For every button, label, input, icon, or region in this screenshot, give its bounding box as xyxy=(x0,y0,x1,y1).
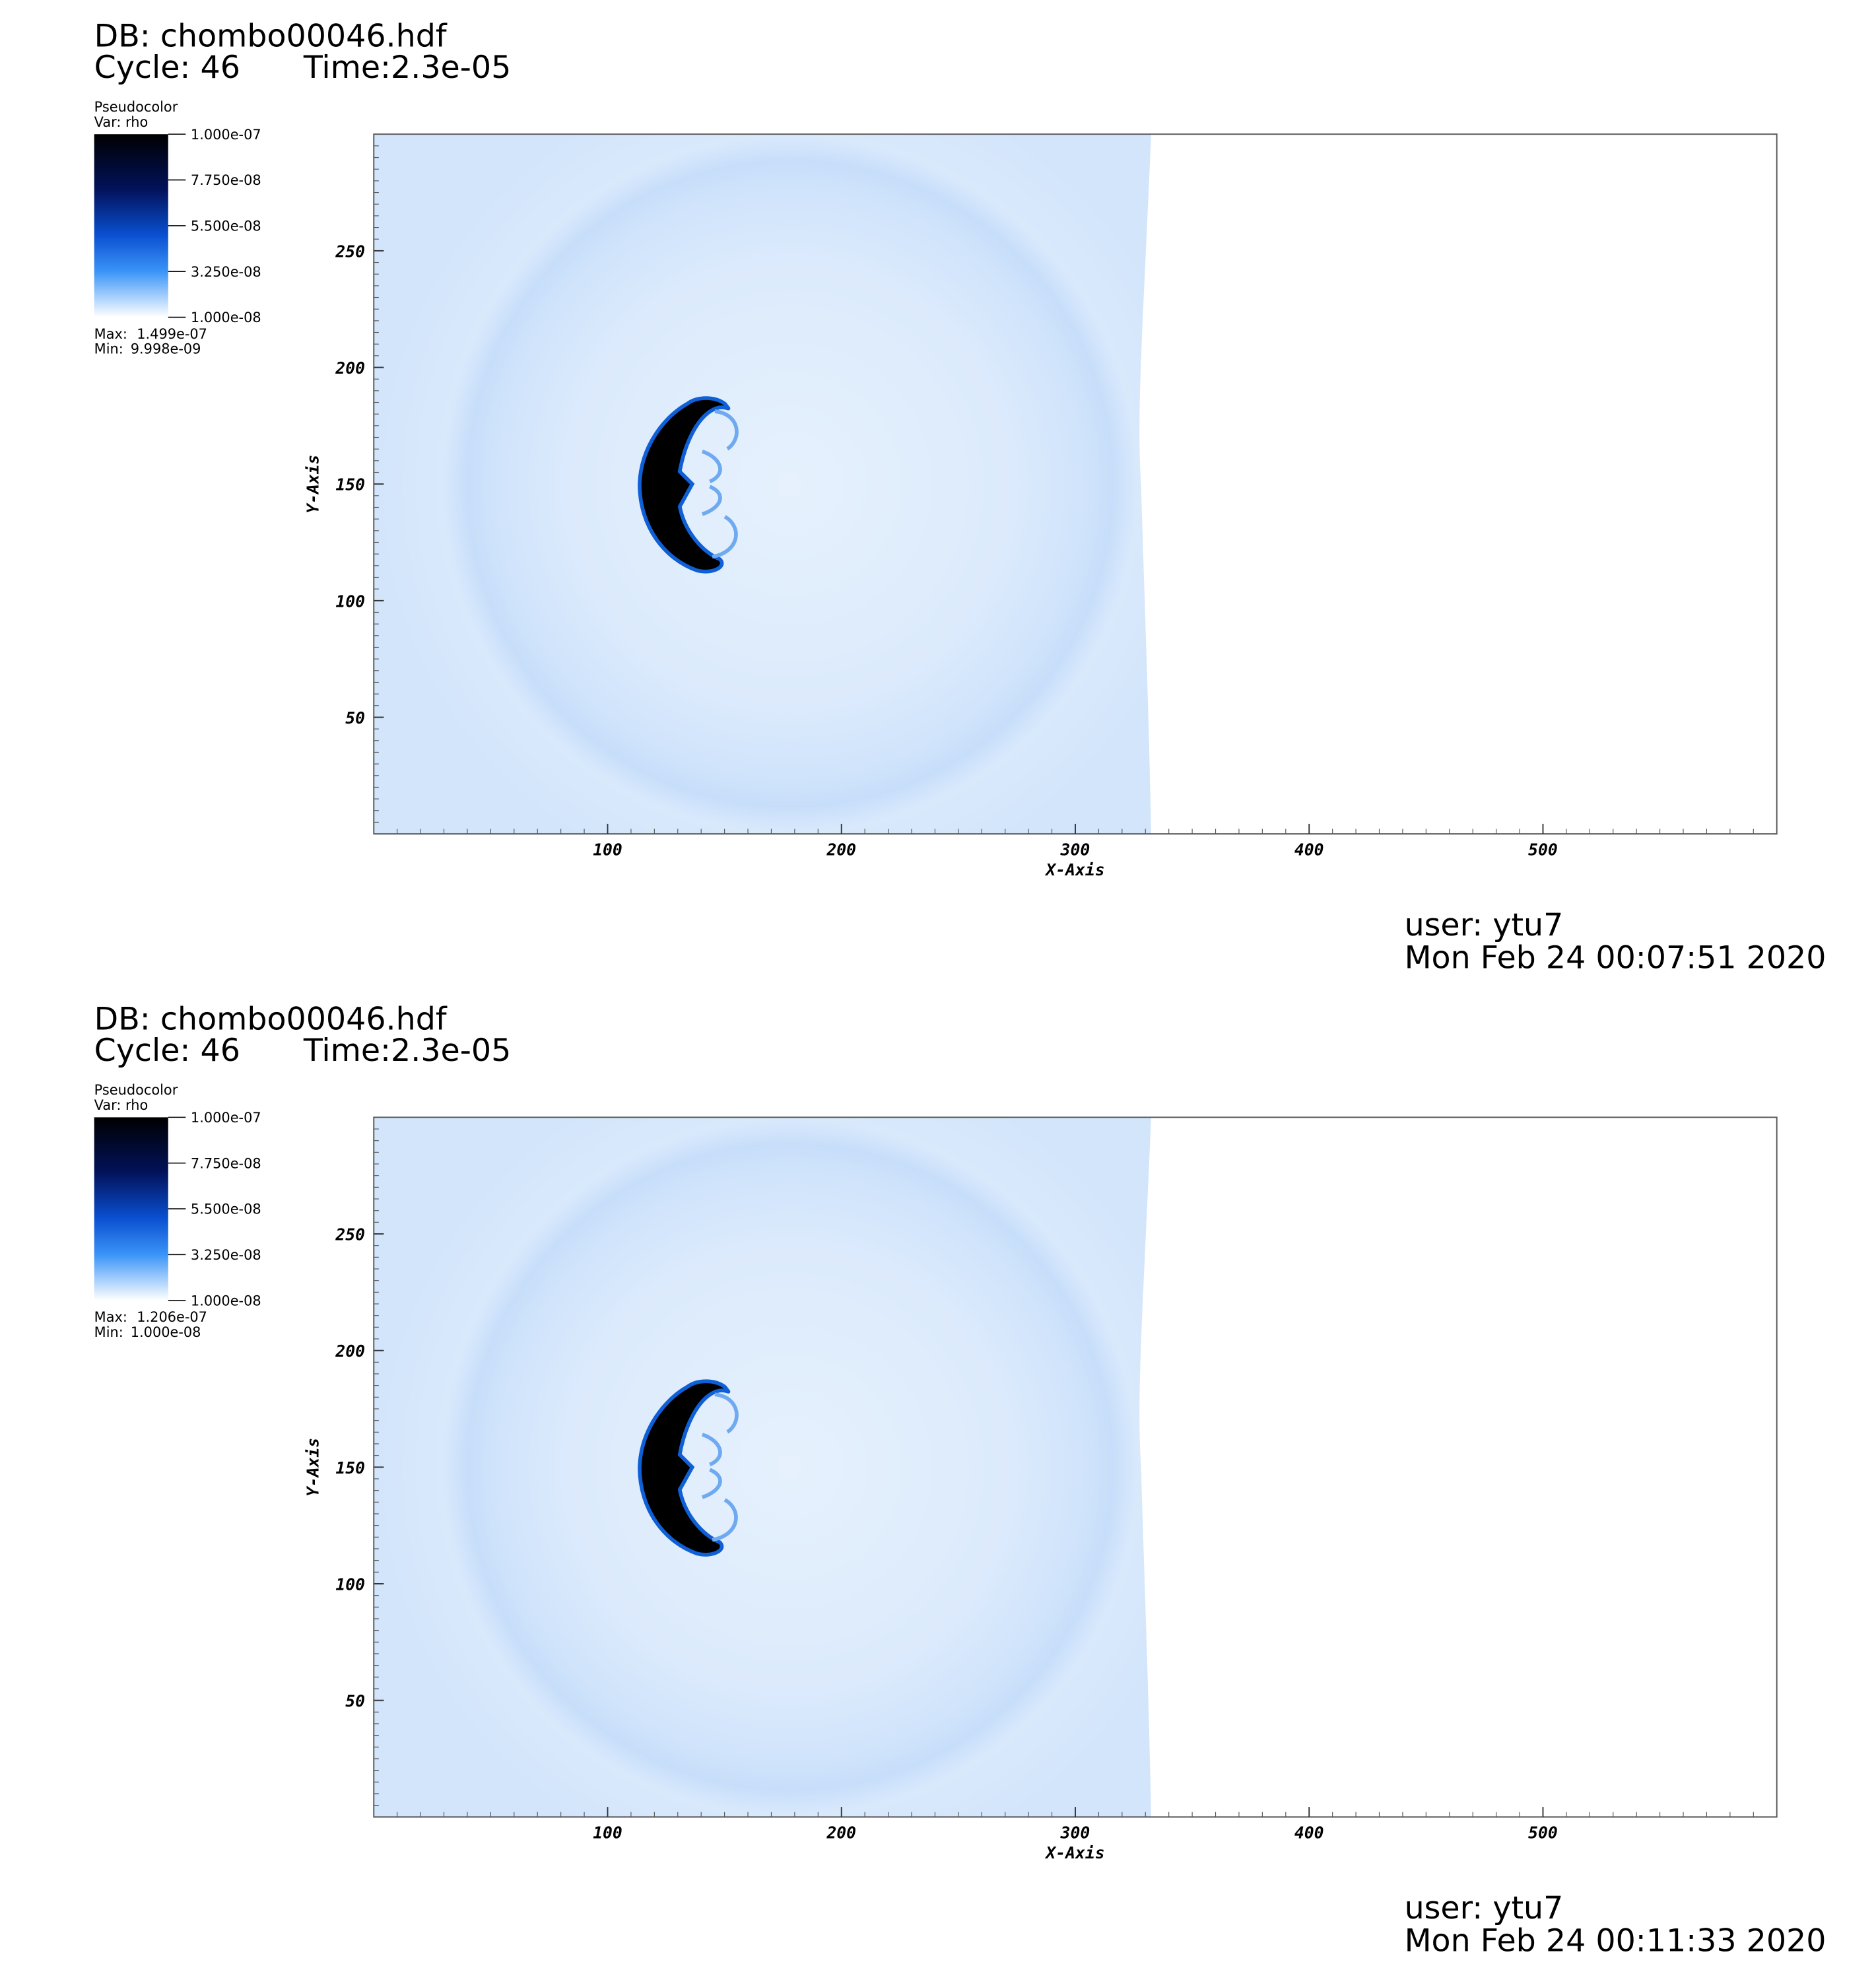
x-tick-label: 400 xyxy=(1294,1823,1324,1843)
x-axis-label: X-Axis xyxy=(1044,1843,1104,1862)
y-tick-label: 200 xyxy=(335,1342,365,1361)
y-tick-label: 250 xyxy=(335,1225,365,1244)
legend-title: Pseudocolor xyxy=(94,99,178,115)
legend-tick-label: 3.250e-08 xyxy=(191,264,261,280)
legend-var: Var: rho xyxy=(94,114,149,130)
legend-tick-label: 1.000e-07 xyxy=(191,127,261,143)
max-label: Max: xyxy=(94,326,127,342)
cycle: Cycle: 46 xyxy=(94,1033,240,1069)
cycle: Cycle: 46 xyxy=(94,50,240,86)
x-tick-label: 500 xyxy=(1528,840,1558,859)
swirl xyxy=(701,1392,739,1542)
y-tick-label: 100 xyxy=(335,1575,365,1594)
density-field xyxy=(374,134,1151,834)
x-axis-label: X-Axis xyxy=(1044,860,1104,879)
y-axis-label: Y-Axis xyxy=(304,1438,323,1497)
max-value: 1.499e-07 xyxy=(137,326,207,342)
db-title: DB: chombo00046.hdf xyxy=(94,1001,448,1037)
x-tick-label: 500 xyxy=(1528,1823,1558,1843)
y-tick-label: 150 xyxy=(335,1458,365,1478)
color-bar xyxy=(94,134,168,318)
date: Mon Feb 24 00:11:33 2020 xyxy=(1405,1923,1826,1959)
user: user: ytu7 xyxy=(1405,1890,1564,1926)
dense-blob xyxy=(638,1379,731,1557)
dense-blob xyxy=(638,396,731,574)
legend-tick-label: 1.000e-08 xyxy=(191,1293,261,1308)
min-value: 9.998e-09 xyxy=(131,341,201,357)
date: Mon Feb 24 00:07:51 2020 xyxy=(1405,939,1826,976)
legend-var: Var: rho xyxy=(94,1097,149,1113)
min-label: Min: xyxy=(94,1324,123,1340)
min-value: 1.000e-08 xyxy=(131,1324,201,1340)
legend-title: Pseudocolor xyxy=(94,1082,178,1098)
y-tick-label: 200 xyxy=(335,358,365,378)
time: Time:2.3e-05 xyxy=(303,50,511,86)
x-tick-label: 200 xyxy=(826,840,856,859)
time: Time:2.3e-05 xyxy=(303,1033,511,1069)
y-tick-label: 50 xyxy=(345,708,365,728)
y-axis-label: Y-Axis xyxy=(304,455,323,514)
color-bar xyxy=(94,1117,168,1301)
x-tick-label: 100 xyxy=(593,840,622,859)
x-tick-label: 300 xyxy=(1060,840,1090,859)
legend-tick-label: 1.000e-08 xyxy=(191,310,261,325)
y-tick-label: 250 xyxy=(335,242,365,261)
legend-tick-label: 7.750e-08 xyxy=(191,172,261,188)
legend-tick-label: 3.250e-08 xyxy=(191,1247,261,1263)
legend-tick-label: 5.500e-08 xyxy=(191,1202,261,1217)
x-tick-label: 400 xyxy=(1294,840,1324,859)
legend-tick-label: 1.000e-07 xyxy=(191,1110,261,1126)
x-tick-label: 100 xyxy=(593,1823,622,1843)
y-tick-label: 100 xyxy=(335,592,365,611)
user: user: ytu7 xyxy=(1405,907,1564,943)
max-value: 1.206e-07 xyxy=(137,1309,207,1325)
y-tick-label: 50 xyxy=(345,1691,365,1711)
x-tick-label: 300 xyxy=(1060,1823,1090,1843)
y-tick-label: 150 xyxy=(335,475,365,494)
max-label: Max: xyxy=(94,1309,127,1325)
density-field xyxy=(374,1117,1151,1817)
swirl xyxy=(701,409,739,559)
db-title: DB: chombo00046.hdf xyxy=(94,18,448,54)
legend-tick-label: 5.500e-08 xyxy=(191,218,261,234)
legend-tick-label: 7.750e-08 xyxy=(191,1155,261,1171)
x-tick-label: 200 xyxy=(826,1823,856,1843)
min-label: Min: xyxy=(94,341,123,357)
